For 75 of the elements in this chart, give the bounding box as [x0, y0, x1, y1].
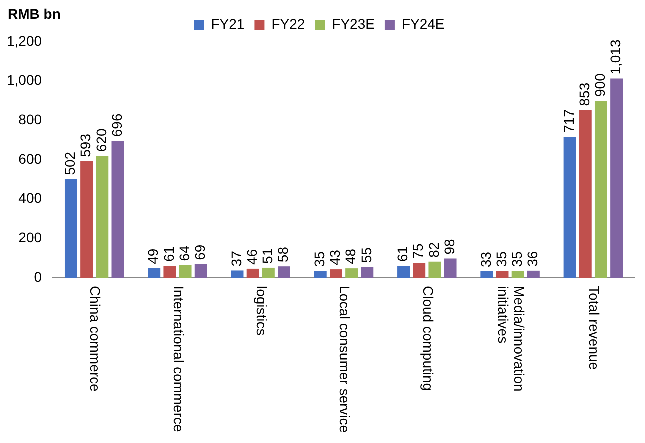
bar: [179, 265, 192, 278]
data-label: 49: [145, 248, 162, 264]
x-tick-label: Local consumer service: [337, 286, 354, 434]
data-label: 61: [160, 246, 177, 262]
bar: [346, 268, 358, 278]
legend-label: FY23E: [332, 16, 375, 32]
data-label: 46: [244, 249, 260, 265]
data-label: 717: [560, 109, 577, 133]
data-label: 51: [260, 248, 276, 264]
bar: [164, 266, 176, 278]
data-label: 620: [93, 128, 110, 152]
bar: [112, 141, 124, 278]
bar: [64, 179, 78, 278]
data-label: 75: [410, 243, 426, 260]
data-label: 82: [426, 242, 442, 258]
data-label: 900: [592, 73, 608, 97]
bar: [361, 267, 374, 278]
data-label: 853: [576, 82, 592, 106]
bar: [278, 266, 290, 278]
bar: [80, 161, 94, 278]
x-tick-label: International commerce: [170, 286, 187, 433]
bar: [610, 78, 624, 278]
bar: [246, 268, 260, 278]
bar: [262, 268, 275, 278]
data-label: 69: [192, 244, 208, 260]
y-tick-label: 1,200: [6, 32, 42, 49]
data-label: 696: [108, 114, 125, 138]
bar: [428, 262, 442, 278]
bar: [527, 270, 540, 278]
data-label: 35: [508, 251, 525, 268]
bar: [413, 263, 426, 278]
data-label: 37: [228, 250, 244, 267]
data-label: 35: [311, 251, 328, 268]
data-label: 61: [394, 246, 411, 262]
data-label: 502: [62, 152, 78, 176]
bar: [480, 272, 494, 278]
data-label: 64: [176, 246, 192, 262]
legend-label: FY24E: [402, 16, 445, 32]
y-tick-label: 400: [18, 190, 42, 206]
x-tick-label: logistics: [254, 286, 270, 336]
bar: [398, 266, 410, 278]
x-tick-label: Media/innovation initiatives: [495, 286, 528, 392]
x-tick-label: China commerce: [88, 286, 104, 392]
bar: [564, 136, 576, 278]
bar: [579, 110, 592, 278]
y-tick-label: 200: [18, 230, 42, 246]
data-label: 593: [78, 134, 94, 158]
bar: [330, 270, 342, 278]
data-label: 35: [493, 251, 510, 268]
bar: [194, 264, 208, 278]
data-label: 55: [358, 247, 374, 264]
y-tick-label: 0: [34, 268, 42, 285]
bar: [314, 271, 327, 278]
bar: [96, 156, 109, 278]
y-tick-label: 800: [18, 112, 42, 128]
x-tick-label: Total revenue: [586, 286, 603, 370]
data-label: 58: [275, 246, 292, 263]
data-label: 1,013: [608, 40, 624, 75]
data-label: 48: [342, 248, 359, 265]
bar: [594, 101, 608, 278]
bar: [231, 270, 244, 278]
legend-label: FY22: [272, 16, 306, 32]
y-tick-label: 600: [18, 150, 42, 167]
bar: [496, 271, 509, 278]
bar: [444, 258, 457, 278]
bar: [512, 271, 524, 278]
y-axis-title: RMB bn: [8, 6, 61, 22]
data-label: 43: [327, 250, 344, 266]
data-label: 36: [524, 251, 541, 267]
y-tick-label: 1,000: [6, 72, 42, 88]
data-label: 33: [478, 252, 494, 268]
bar: [148, 268, 161, 278]
x-tick-label: Cloud computing: [420, 286, 436, 392]
legend-label: FY21: [211, 16, 245, 32]
data-label: 98: [441, 238, 458, 255]
